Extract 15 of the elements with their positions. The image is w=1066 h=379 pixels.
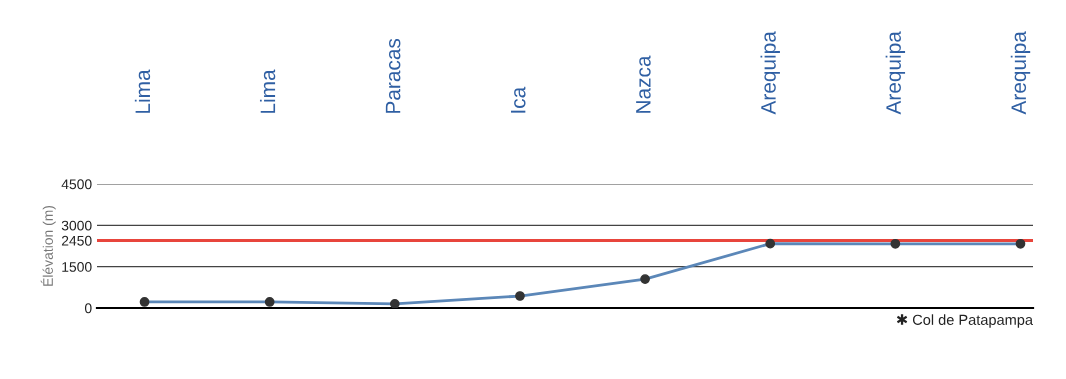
y-tick-label: 4500 [61,179,92,190]
x-tick-label: Arequipa [760,31,780,115]
x-tick-label: Nazca [636,55,651,113]
x-tick-label: Arequipa [885,31,906,115]
x-tick-label: Ica [511,86,526,113]
y-tick-label: 3000 [61,220,92,231]
x-tick-label: Lima [134,69,151,113]
x-tick-label: Paracas [385,38,401,113]
y-tick-label: 2450 [61,235,92,246]
text: ✱ Col de Patapampa [896,314,1034,328]
x-tick-label: Lima [259,69,276,113]
y-tick-label: 0 [84,303,92,314]
y-tick-label: 1500 [62,262,92,272]
y-axis-title: Élévation (m) [40,205,56,286]
x-tick-label: Arequipa [1010,31,1031,115]
